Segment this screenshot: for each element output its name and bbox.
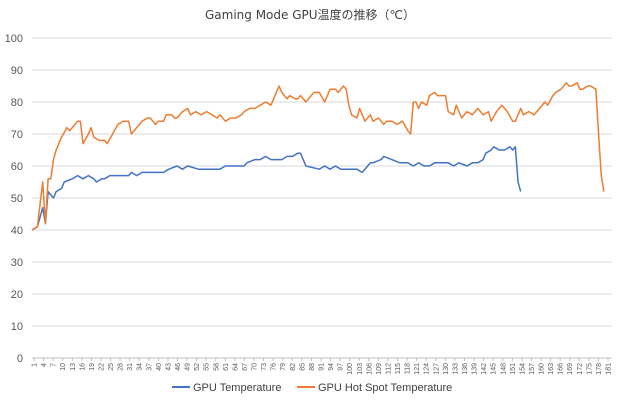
x-tick-label: 10 bbox=[60, 363, 67, 371]
x-tick-label: 133 bbox=[452, 363, 459, 375]
x-tick-label: 130 bbox=[443, 363, 450, 375]
x-tick-label: 157 bbox=[529, 363, 536, 375]
x-tick-label: 58 bbox=[213, 363, 220, 371]
legend: GPU Temperature GPU Hot Spot Temperature bbox=[172, 382, 452, 394]
x-tick-label: 82 bbox=[290, 363, 297, 371]
x-tick-label: 169 bbox=[567, 363, 574, 375]
x-tick-label: 61 bbox=[223, 363, 230, 371]
x-tick-label: 136 bbox=[462, 363, 469, 375]
x-tick-label: 19 bbox=[89, 363, 96, 371]
x-tick-label: 97 bbox=[338, 363, 345, 371]
y-tick-label: 60 bbox=[11, 161, 23, 173]
x-tick-label: 34 bbox=[137, 363, 144, 371]
y-tick-label: 10 bbox=[11, 321, 23, 333]
y-tick-label: 100 bbox=[5, 33, 23, 45]
x-tick-label: 67 bbox=[242, 363, 249, 371]
x-tick-label: 166 bbox=[558, 363, 565, 375]
x-tick-label: 31 bbox=[127, 363, 134, 371]
x-tick-label: 73 bbox=[261, 363, 268, 371]
x-tick-label: 145 bbox=[491, 363, 498, 375]
x-tick-label: 37 bbox=[146, 363, 153, 371]
y-tick-label: 70 bbox=[11, 129, 23, 141]
x-tick-label: 40 bbox=[156, 363, 163, 371]
x-tick-label: 100 bbox=[347, 363, 354, 375]
x-tick-label: 25 bbox=[108, 363, 115, 371]
x-tick-label: 16 bbox=[79, 363, 86, 371]
x-tick-label: 76 bbox=[271, 363, 278, 371]
y-tick-label: 90 bbox=[11, 65, 23, 77]
x-tick-label: 148 bbox=[500, 363, 507, 375]
series-line-gpu-temperature bbox=[31, 146, 522, 231]
x-tick-label: 154 bbox=[519, 363, 526, 375]
series-line-gpu-hot-spot-temperature bbox=[31, 82, 605, 231]
y-tick-label: 0 bbox=[17, 353, 23, 365]
x-tick-label: 178 bbox=[596, 363, 603, 375]
series-lines bbox=[31, 82, 605, 231]
x-tick-label: 43 bbox=[165, 363, 172, 371]
y-tick-label: 30 bbox=[11, 257, 23, 269]
x-tick-label: 139 bbox=[472, 363, 479, 375]
x-tick-label: 112 bbox=[385, 363, 392, 374]
x-tick-label: 46 bbox=[175, 363, 182, 371]
x-tick-label: 109 bbox=[376, 363, 383, 375]
x-tick-label: 79 bbox=[280, 363, 287, 371]
x-tick-label: 85 bbox=[299, 363, 306, 371]
x-tick-label: 1 bbox=[32, 363, 39, 367]
y-tick-label: 80 bbox=[11, 97, 23, 109]
x-tick-label: 4 bbox=[41, 363, 48, 367]
y-tick-label: 20 bbox=[11, 289, 23, 301]
x-tick-label: 7 bbox=[51, 363, 58, 367]
legend-item-gpu-temperature: GPU Temperature bbox=[193, 382, 281, 394]
x-tick-label: 55 bbox=[204, 363, 211, 371]
x-tick-label: 118 bbox=[405, 363, 412, 374]
x-tick-label: 106 bbox=[366, 363, 373, 375]
x-tick-label: 94 bbox=[328, 363, 335, 371]
x-tick-label: 52 bbox=[194, 363, 201, 371]
x-tick-label: 172 bbox=[577, 363, 584, 375]
x-tick-label: 142 bbox=[481, 363, 488, 375]
x-tick-label: 121 bbox=[414, 363, 421, 375]
x-tick-label: 151 bbox=[510, 363, 517, 375]
gridlines bbox=[32, 37, 612, 359]
x-tick-label: 175 bbox=[586, 363, 593, 375]
x-tick-label: 160 bbox=[539, 363, 546, 375]
x-tick-label: 124 bbox=[424, 363, 431, 375]
x-tick-label: 49 bbox=[185, 363, 192, 371]
x-tick-label: 127 bbox=[433, 363, 440, 375]
legend-item-gpu-hot-spot-temperature: GPU Hot Spot Temperature bbox=[318, 382, 452, 394]
x-tick-label: 70 bbox=[252, 363, 259, 371]
x-tick-label: 163 bbox=[548, 363, 555, 375]
chart-title: Gaming Mode GPU温度の推移（℃） bbox=[205, 7, 415, 22]
x-tick-label: 103 bbox=[357, 363, 364, 375]
x-tick-label: 88 bbox=[309, 363, 316, 371]
x-tick-label: 13 bbox=[70, 363, 77, 371]
x-tick-label: 91 bbox=[319, 363, 326, 371]
x-tick-label: 64 bbox=[232, 363, 239, 371]
y-tick-label: 40 bbox=[11, 225, 23, 237]
x-tick-label: 28 bbox=[118, 363, 125, 371]
y-tick-label: 50 bbox=[11, 193, 23, 205]
x-tick-label: 22 bbox=[98, 363, 105, 371]
x-tick-label: 181 bbox=[606, 363, 613, 375]
x-tick-label: 115 bbox=[395, 363, 402, 374]
